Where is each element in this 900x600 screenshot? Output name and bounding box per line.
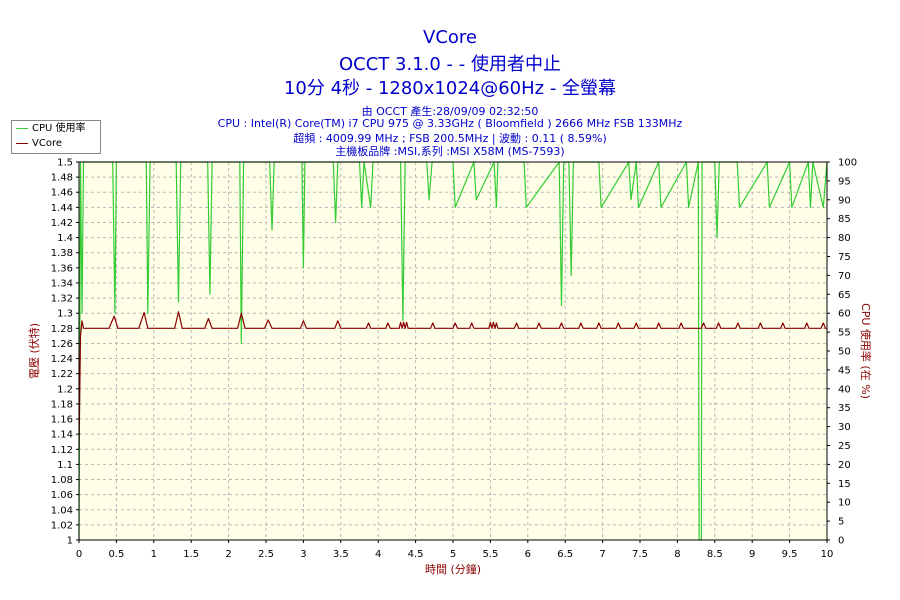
tick-label-x: 7.5 — [632, 549, 648, 560]
tick-label-x: 6 — [525, 549, 531, 560]
tick-label-left: 1.4 — [57, 233, 73, 244]
tick-label-left: 1.18 — [51, 399, 73, 410]
generated-info: 由 OCCT 產生:28/09/09 02:32:50 — [361, 105, 539, 118]
overclock-info: 超頻 : 4009.99 MHz ; FSB 200.5MHz | 波動 : 0… — [293, 132, 607, 145]
tick-label-x: 4 — [375, 549, 381, 560]
tick-label-right: 30 — [838, 422, 851, 433]
x-axis-ticks: 0 0.5 1 1.5 2 2.5 3 3.5 4 4.5 5 5.5 6 6.5 7 7.5 8 8.5 9 9.5… — [76, 540, 834, 560]
legend-item-cpu: CPU 使用率 — [16, 122, 86, 136]
tick-label-left: 1.24 — [51, 354, 73, 365]
plot-border — [78, 161, 828, 541]
chart-legend: CPU 使用率 VCore — [11, 120, 101, 154]
tick-label-right: 75 — [838, 252, 851, 263]
tick-label-right: 25 — [838, 441, 851, 452]
tick-label-right: 70 — [838, 271, 851, 282]
tick-label-x: 7 — [599, 549, 605, 560]
tick-label-x: 8.5 — [707, 549, 723, 560]
tick-label-left: 1.36 — [51, 263, 73, 274]
tick-label-right: 0 — [838, 536, 844, 547]
tick-label-x: 9.5 — [782, 549, 798, 560]
tick-label-right: 100 — [838, 158, 857, 169]
tick-label-left: 1.12 — [51, 445, 73, 456]
legend-swatch-cpu — [16, 127, 28, 129]
series-line-vcore — [78, 311, 827, 450]
tick-label-x: 5 — [450, 549, 456, 560]
tick-label-x: 3.5 — [333, 549, 349, 560]
tick-label-x: 0 — [76, 549, 82, 560]
tick-label-left: 1.3 — [57, 309, 73, 320]
tick-label-right: 50 — [838, 347, 851, 358]
left-axis-ticks: 1 1.02 1.04 1.06 1.08 1.1 1.12 1.14 1.16 1.18 1.2 1… — [51, 158, 79, 547]
tick-label-right: 90 — [838, 195, 851, 206]
right-axis-ticks: 0 5 10 15 20 25 30 35 40 45 50 55 60 65 70 75 80 85 90 95 10… — [827, 158, 857, 547]
tick-label-right: 85 — [838, 214, 851, 225]
tick-label-left: 1.32 — [51, 294, 73, 305]
tick-label-left: 1.22 — [51, 369, 73, 380]
tick-label-right: 80 — [838, 233, 851, 244]
tick-label-right: 60 — [838, 309, 851, 320]
tick-label-left: 1.08 — [51, 475, 73, 486]
tick-label-right: 45 — [838, 365, 851, 376]
chart-title: VCore — [423, 27, 477, 48]
tick-label-right: 65 — [838, 290, 851, 301]
tick-label-right: 95 — [838, 176, 851, 187]
left-axis-label: 電壓 (伏特) — [27, 323, 41, 379]
tick-label-x: 9 — [749, 549, 755, 560]
right-axis-label: CPU 使用率 (在 %) — [859, 303, 873, 399]
legend-swatch-vcore — [16, 142, 28, 144]
tick-label-right: 55 — [838, 328, 851, 339]
cpu-info: CPU : Intel(R) Core(TM) i7 CPU 975 @ 3.3… — [217, 117, 683, 130]
tick-label-left: 1.14 — [51, 430, 73, 441]
tick-label-x: 0.5 — [108, 549, 124, 560]
tick-label-right: 35 — [838, 403, 851, 414]
chart-subtitle: OCCT 3.1.0 - - 使用者中止 — [339, 54, 561, 75]
tick-label-right: 40 — [838, 384, 851, 395]
tick-label-left: 1.38 — [51, 248, 73, 259]
x-axis-label: 時間 (分鐘) — [425, 562, 481, 576]
tick-label-x: 4.5 — [408, 549, 424, 560]
tick-label-x: 6.5 — [557, 549, 573, 560]
tick-label-left: 1.5 — [57, 158, 73, 169]
tick-label-left: 1.34 — [51, 278, 73, 289]
tick-label-x: 2 — [225, 549, 231, 560]
legend-label-cpu: CPU 使用率 — [32, 123, 86, 134]
tick-label-left: 1.06 — [51, 490, 73, 501]
tick-label-left: 1.42 — [51, 218, 73, 229]
tick-label-right: 10 — [838, 498, 851, 509]
tick-label-left: 1.04 — [51, 505, 73, 516]
tick-label-x: 10 — [821, 549, 834, 560]
tick-label-left: 1.2 — [57, 384, 73, 395]
tick-label-x: 5.5 — [482, 549, 498, 560]
tick-label-left: 1.48 — [51, 173, 73, 184]
tick-label-right: 15 — [838, 479, 851, 490]
tick-label-x: 1.5 — [183, 549, 199, 560]
tick-label-x: 2.5 — [258, 549, 274, 560]
tick-label-x: 1 — [151, 549, 157, 560]
motherboard-info: 主機板品牌 :MSI,系列 :MSI X58M (MS-7593) — [335, 145, 565, 158]
tick-label-left: 1.44 — [51, 203, 73, 214]
tick-label-x: 3 — [300, 549, 306, 560]
tick-label-left: 1 — [67, 536, 73, 547]
tick-label-right: 20 — [838, 460, 851, 471]
legend-item-vcore: VCore — [16, 137, 62, 151]
tick-label-left: 1.02 — [51, 520, 73, 531]
tick-label-left: 1.28 — [51, 324, 73, 335]
tick-label-left: 1.26 — [51, 339, 73, 350]
tick-label-x: 8 — [674, 549, 680, 560]
tick-label-right: 5 — [838, 517, 844, 528]
tick-label-left: 1.16 — [51, 415, 73, 426]
tick-label-left: 1.46 — [51, 188, 73, 199]
tick-label-left: 1.1 — [57, 460, 73, 471]
chart-subtitle-duration: 10分 4秒 - 1280x1024@60Hz - 全螢幕 — [283, 78, 617, 99]
legend-label-vcore: VCore — [32, 138, 62, 149]
